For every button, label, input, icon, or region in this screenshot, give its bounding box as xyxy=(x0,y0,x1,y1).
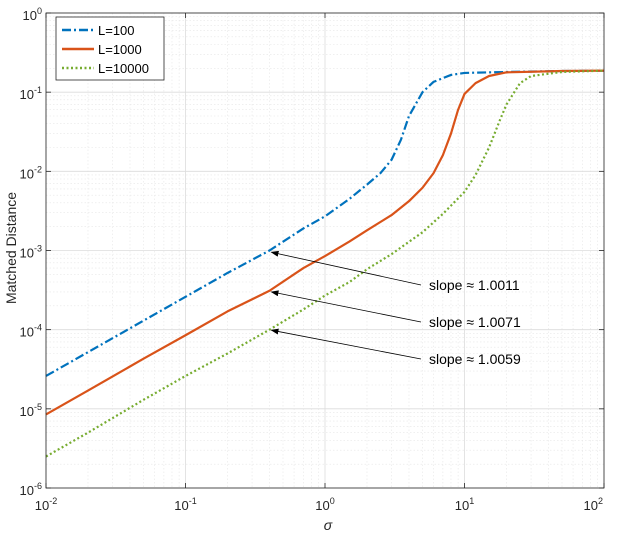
y-tick-label: 10-5 xyxy=(20,402,42,419)
legend-label: L=10000 xyxy=(98,61,149,76)
y-tick-label: 10-3 xyxy=(20,244,42,261)
annotation-arrow xyxy=(270,290,422,323)
series-line-3 xyxy=(45,69,605,458)
slope-annotations: slope ≈ 1.0011 slope ≈ 1.0071 slope ≈ 1.00… xyxy=(270,250,521,367)
x-tick-label: 10-2 xyxy=(35,496,57,513)
annotation-arrow xyxy=(270,328,422,360)
annotation-arrow xyxy=(270,250,422,286)
slope-annotation-label: slope ≈ 1.0071 xyxy=(429,314,521,330)
x-tick-label: 10-1 xyxy=(174,496,196,513)
x-axis-label: σ xyxy=(324,517,333,533)
y-tick-label: 10-4 xyxy=(20,323,42,340)
series-lines xyxy=(45,69,605,458)
axis-ticks xyxy=(45,12,605,489)
slope-annotation-label: slope ≈ 1.0011 xyxy=(429,277,520,293)
series-line-1 xyxy=(45,69,605,377)
legend: L=100 L=1000 L=10000 xyxy=(55,16,165,81)
slope-annotation-label: slope ≈ 1.0059 xyxy=(429,351,521,367)
x-tick-label: 100 xyxy=(315,496,334,513)
y-axis-label: Matched Distance xyxy=(3,192,19,304)
y-tick-label: 100 xyxy=(23,6,42,23)
y-tick-label: 10-1 xyxy=(20,85,42,102)
y-tick-label: 10-6 xyxy=(20,481,42,498)
x-tick-label: 102 xyxy=(584,496,603,513)
legend-label: L=1000 xyxy=(98,42,142,57)
legend-label: L=100 xyxy=(98,23,135,38)
x-tick-label: 101 xyxy=(455,496,474,513)
y-tick-label: 10-2 xyxy=(20,164,42,181)
series-line-2 xyxy=(45,69,605,416)
